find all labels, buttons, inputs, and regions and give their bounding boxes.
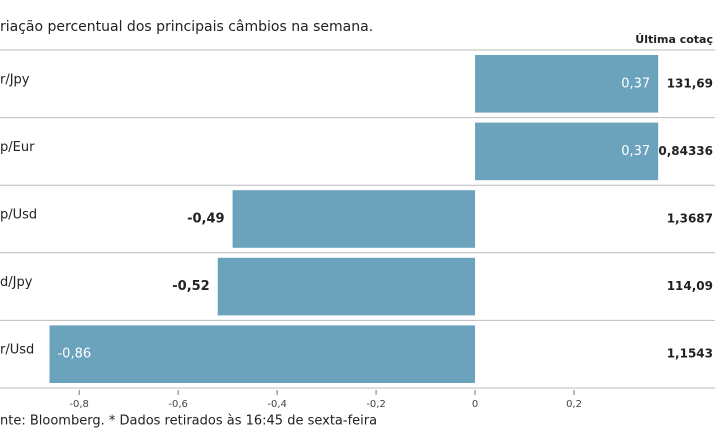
category-label: r/Jpy bbox=[0, 72, 30, 87]
value-label: 0,37 bbox=[621, 144, 650, 159]
last-quote: 1,1543 bbox=[667, 347, 713, 361]
value-label: -0,49 bbox=[187, 212, 224, 227]
chart-title: riação percentual dos principais câmbios… bbox=[0, 19, 373, 35]
bar bbox=[232, 190, 476, 248]
last-quote: 1,3687 bbox=[667, 212, 713, 226]
bar bbox=[475, 55, 659, 113]
x-tick-label: 0,2 bbox=[566, 399, 582, 410]
bar bbox=[475, 122, 659, 181]
quote-header: Última cotaç bbox=[635, 33, 713, 46]
x-tick-label: -0,2 bbox=[366, 399, 386, 410]
category-label: d/Jpy bbox=[0, 275, 33, 290]
last-quote: 0,84336 bbox=[658, 144, 713, 158]
category-label: p/Eur bbox=[0, 140, 35, 155]
x-tick-label: -0,8 bbox=[69, 399, 89, 410]
last-quote: 114,09 bbox=[667, 279, 713, 293]
value-label: -0,52 bbox=[172, 279, 209, 294]
x-tick-label: -0,6 bbox=[168, 399, 188, 410]
x-tick-label: -0,4 bbox=[267, 399, 287, 410]
category-label: p/Usd bbox=[0, 208, 37, 223]
value-label: 0,37 bbox=[621, 76, 650, 91]
source-note: nte: Bloomberg. * Dados retirados às 16:… bbox=[0, 414, 377, 429]
last-quote: 131,69 bbox=[667, 76, 713, 90]
bar bbox=[49, 325, 476, 383]
x-tick-label: 0 bbox=[472, 399, 478, 410]
category-label: r/Usd bbox=[0, 343, 34, 358]
value-label: -0,86 bbox=[57, 347, 91, 362]
bar bbox=[217, 257, 476, 316]
